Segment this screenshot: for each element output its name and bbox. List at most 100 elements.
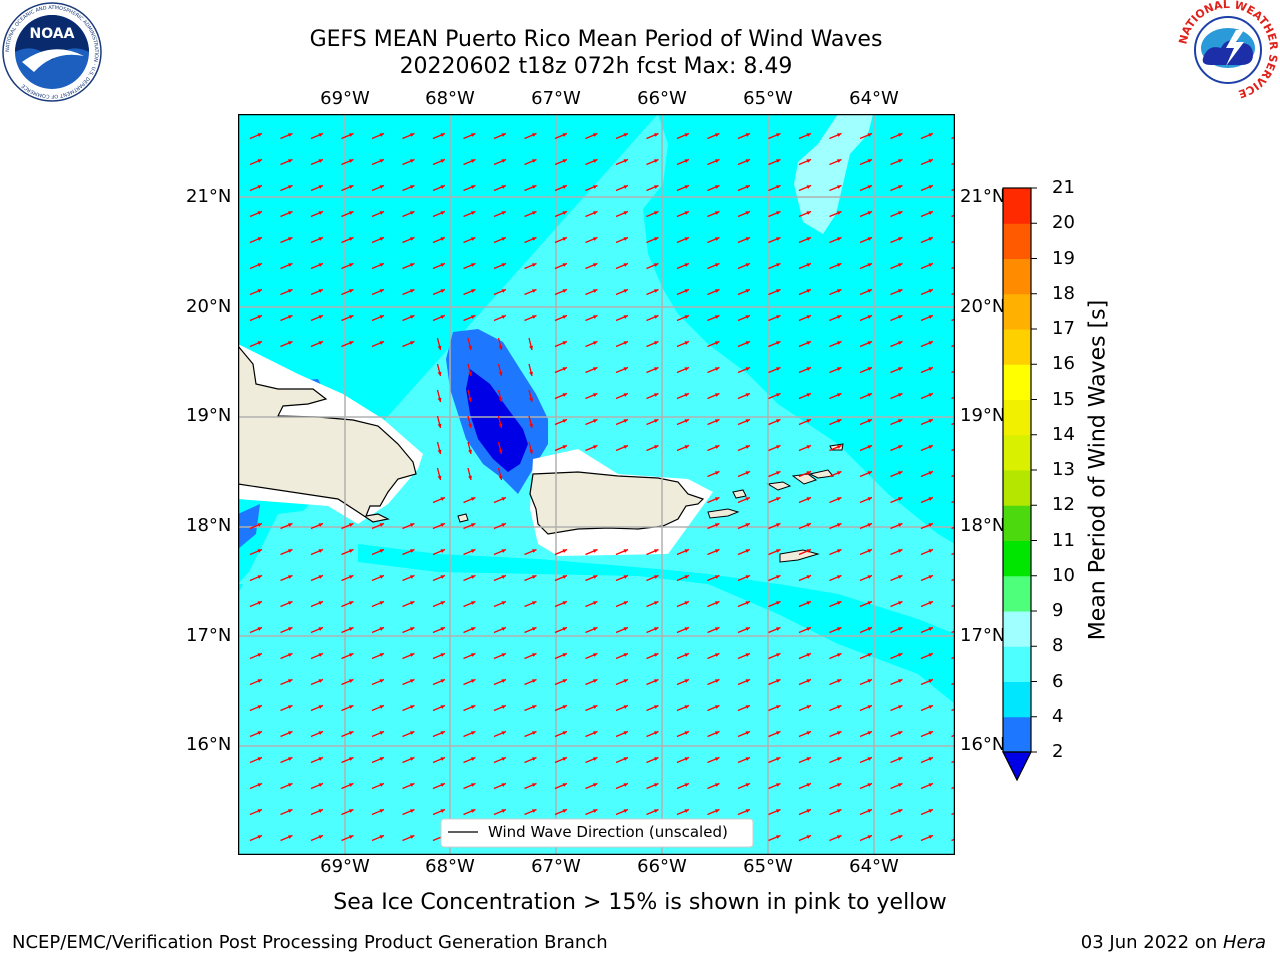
wind-wave-arrow-head: [501, 497, 506, 501]
wind-wave-arrow-head: [501, 289, 506, 293]
wind-wave-arrow-head: [745, 237, 750, 241]
wind-wave-arrow-head: [257, 653, 262, 657]
wind-wave-arrow-head: [349, 263, 354, 267]
wind-wave-arrow-head: [654, 211, 659, 215]
lon-label-bottom: 67°W: [531, 856, 581, 877]
wind-wave-arrow-head: [532, 731, 537, 735]
wind-wave-arrow-head: [562, 419, 567, 423]
wind-wave-arrow-head: [532, 159, 537, 163]
wind-wave-arrow-head: [715, 367, 720, 371]
wind-wave-arrow-head: [349, 627, 354, 631]
wind-wave-arrow-head: [501, 185, 506, 189]
wind-wave-arrow-head: [501, 679, 506, 683]
wind-wave-arrow-head: [684, 419, 689, 423]
wind-wave-arrow: [951, 292, 955, 296]
wind-wave-arrow-head: [532, 679, 537, 683]
wind-wave-arrow-head: [928, 679, 933, 683]
wind-wave-arrow-head: [837, 575, 842, 579]
wind-wave-arrow-head: [257, 679, 262, 683]
wind-wave-arrow-head: [623, 393, 628, 397]
lat-label-right: 18°N: [960, 515, 1006, 536]
wind-wave-arrow-head: [654, 133, 659, 137]
colorbar-segment: [1003, 258, 1031, 295]
wind-wave-arrow-head: [532, 211, 537, 215]
island-vi: [732, 489, 747, 499]
wind-wave-arrow-head: [806, 419, 811, 423]
wind-wave-arrow-head: [410, 263, 415, 267]
wave-period-8-9-region: [794, 114, 873, 234]
wind-wave-arrow-head: [837, 341, 842, 345]
wind-wave-arrow-head: [498, 449, 503, 454]
wind-wave-arrow-head: [837, 315, 842, 319]
lon-label-top: 69°W: [320, 88, 370, 109]
wind-wave-arrow-head: [867, 419, 872, 423]
wind-wave-arrow-head: [623, 549, 628, 553]
wind-wave-arrow-head: [471, 757, 476, 761]
lat-label-left: 18°N: [186, 515, 232, 536]
wind-wave-arrow-head: [318, 653, 323, 657]
wind-wave-arrow-head: [898, 705, 903, 709]
wind-wave-arrow-head: [349, 211, 354, 215]
wind-wave-arrow-head: [867, 289, 872, 293]
colorbar-segment: [1003, 293, 1031, 330]
wind-wave-arrow-head: [257, 211, 262, 215]
wind-wave-arrow-head: [776, 341, 781, 345]
wind-wave-arrow-head: [379, 211, 384, 215]
wind-wave-arrow-head: [928, 445, 933, 449]
colorbar-extend-low: [1002, 751, 1032, 782]
wind-wave-arrow-head: [654, 315, 659, 319]
wind-wave-arrow-head: [349, 679, 354, 683]
wind-wave-arrow-head: [928, 289, 933, 293]
wind-wave-arrow: [951, 344, 955, 348]
wind-wave-arrow-head: [806, 315, 811, 319]
wind-wave-arrow-head: [593, 419, 598, 423]
wind-wave-arrow: [951, 552, 955, 556]
wind-wave-arrow: [951, 656, 955, 660]
wind-wave-arrow-head: [806, 601, 811, 605]
wind-wave-arrow-head: [623, 315, 628, 319]
colorbar-segment: [1003, 329, 1031, 365]
footer-date-text: 03 Jun 2022 on: [1080, 932, 1223, 953]
wind-wave-arrow-head: [928, 627, 933, 631]
wind-wave-arrow-head: [440, 185, 445, 189]
wind-wave-arrow-head: [593, 679, 598, 683]
wind-wave-arrow-head: [745, 341, 750, 345]
wind-wave-arrow-head: [623, 809, 628, 813]
wind-wave-arrow-head: [440, 731, 445, 735]
wind-wave-arrow-head: [837, 757, 842, 761]
wind-wave-arrow-head: [562, 627, 567, 631]
colorbar-tick-label: 11: [1052, 529, 1075, 551]
wind-wave-arrow-head: [498, 371, 503, 376]
wind-wave-arrow-head: [532, 315, 537, 319]
wind-wave-arrow-head: [471, 263, 476, 267]
wind-wave-arrow-head: [867, 575, 872, 579]
wind-wave-arrow-head: [593, 289, 598, 293]
wind-wave-arrow-head: [440, 627, 445, 631]
wind-wave-arrow-head: [684, 445, 689, 449]
wind-wave-arrow-head: [928, 705, 933, 709]
wind-wave-arrow-head: [349, 185, 354, 189]
wind-wave-arrow-head: [806, 289, 811, 293]
wind-wave-arrow-head: [501, 783, 506, 787]
wind-wave-arrow-head: [529, 345, 533, 350]
wind-wave-arrow-head: [288, 549, 293, 553]
wind-wave-arrow-head: [471, 575, 476, 579]
wind-wave-arrow-head: [532, 133, 537, 137]
wind-wave-arrow-head: [867, 445, 872, 449]
wind-wave-arrow-head: [532, 705, 537, 709]
wind-wave-arrow: [951, 318, 955, 322]
wind-wave-arrow-head: [562, 393, 567, 397]
wind-wave-arrow-head: [928, 523, 933, 527]
wind-wave-arrow-head: [806, 445, 811, 449]
wind-wave-arrow-head: [745, 549, 750, 553]
wind-wave-arrow-head: [468, 345, 472, 350]
wind-wave-arrow-head: [898, 653, 903, 657]
wind-wave-arrow-head: [684, 705, 689, 709]
wind-wave-arrow-head: [318, 315, 323, 319]
wind-wave-arrow-head: [806, 523, 811, 527]
wind-wave-arrow-head: [532, 185, 537, 189]
wind-wave-arrow-head: [562, 445, 567, 449]
wind-wave-arrow-head: [776, 601, 781, 605]
wind-wave-arrow-head: [498, 475, 503, 480]
wind-wave-arrow-head: [532, 289, 537, 293]
